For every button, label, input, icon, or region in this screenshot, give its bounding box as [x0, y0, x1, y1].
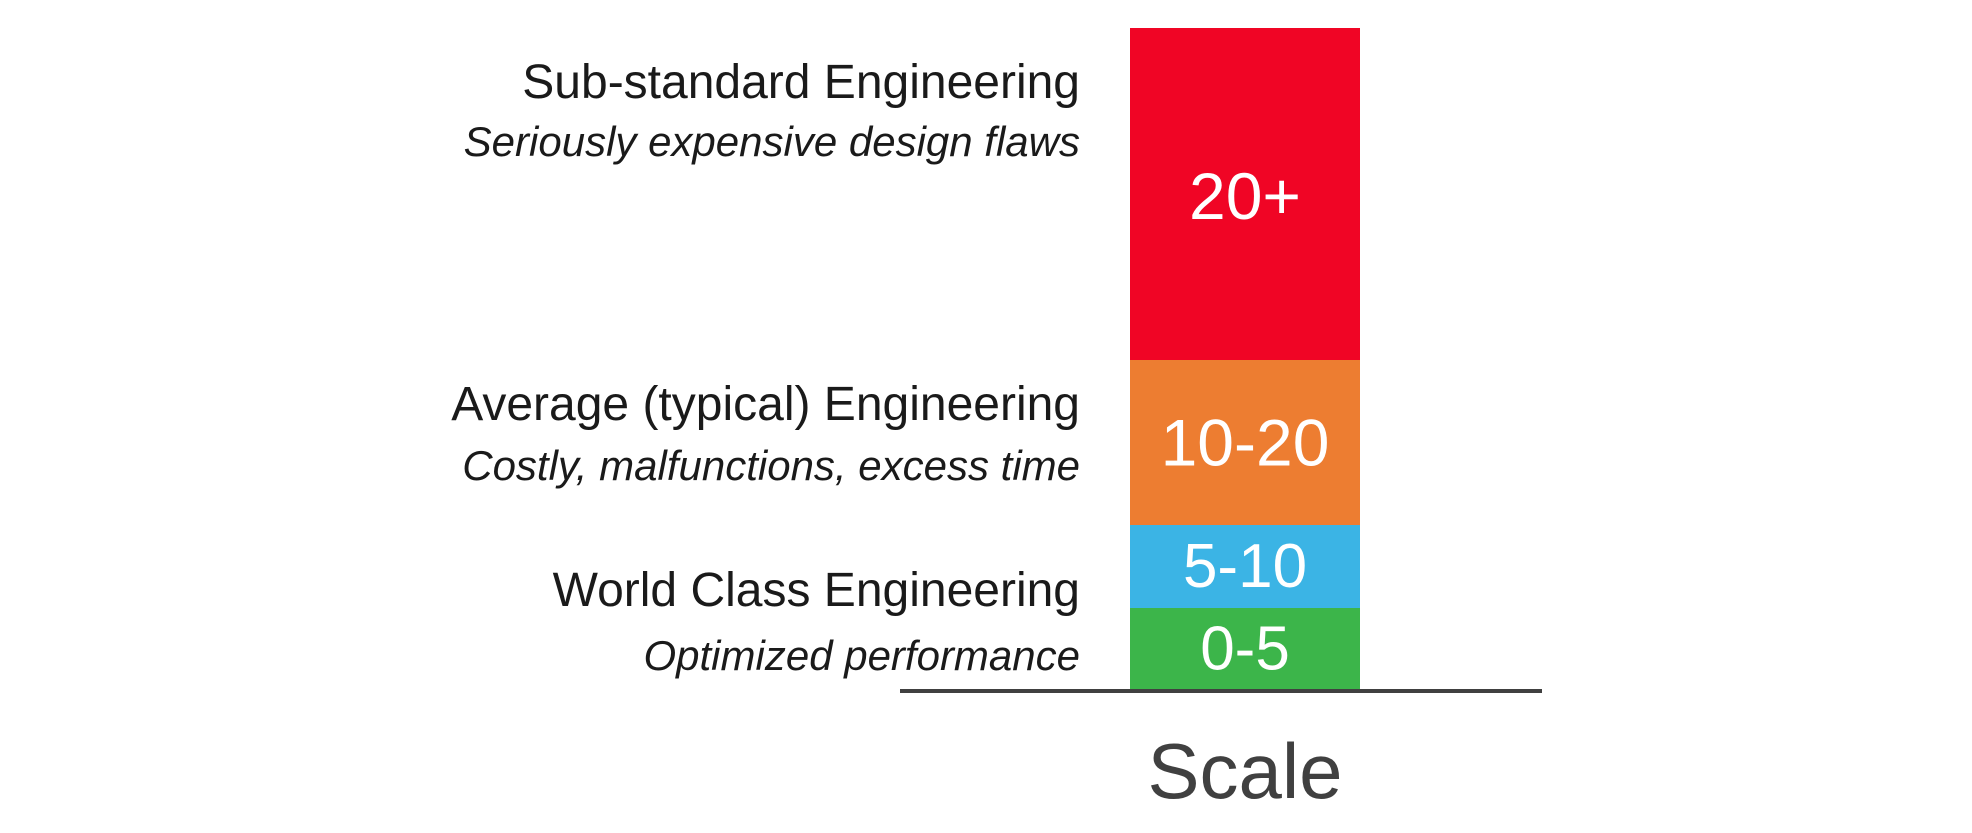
bar-segment-5-10 [1130, 525, 1360, 608]
annotation-title-world-class-engineering: World Class Engineering [553, 564, 1080, 617]
bar-labels-layer: 0-5 5-10 10-20 20+ [1161, 159, 1330, 684]
annotation-subtitle-world-class-engineering: Optimized performance [643, 632, 1080, 679]
bar-label-5-10: 5-10 [1183, 532, 1307, 601]
annotation-subtitle-sub-standard-engineering: Seriously expensive design flaws [464, 118, 1080, 165]
bar-segment-20-plus [1130, 28, 1360, 360]
annotation-title-average-typical-engineering: Average (typical) Engineering [451, 378, 1080, 431]
bars-layer [1130, 28, 1360, 690]
annotation-subtitle-average-typical-engineering: Costly, malfunctions, excess time [462, 442, 1080, 489]
bar-label-0-5: 0-5 [1200, 615, 1290, 684]
annotation-title-sub-standard-engineering: Sub-standard Engineering [522, 56, 1080, 109]
bar-segment-0-5 [1130, 608, 1360, 690]
annotations-layer: Sub-standard Engineering Seriously expens… [451, 56, 1080, 679]
bar-label-20-plus: 20+ [1189, 159, 1301, 233]
bar-label-10-20: 10-20 [1161, 406, 1330, 480]
x-axis-label: Scale [1147, 727, 1342, 815]
bar-segment-10-20 [1130, 360, 1360, 525]
